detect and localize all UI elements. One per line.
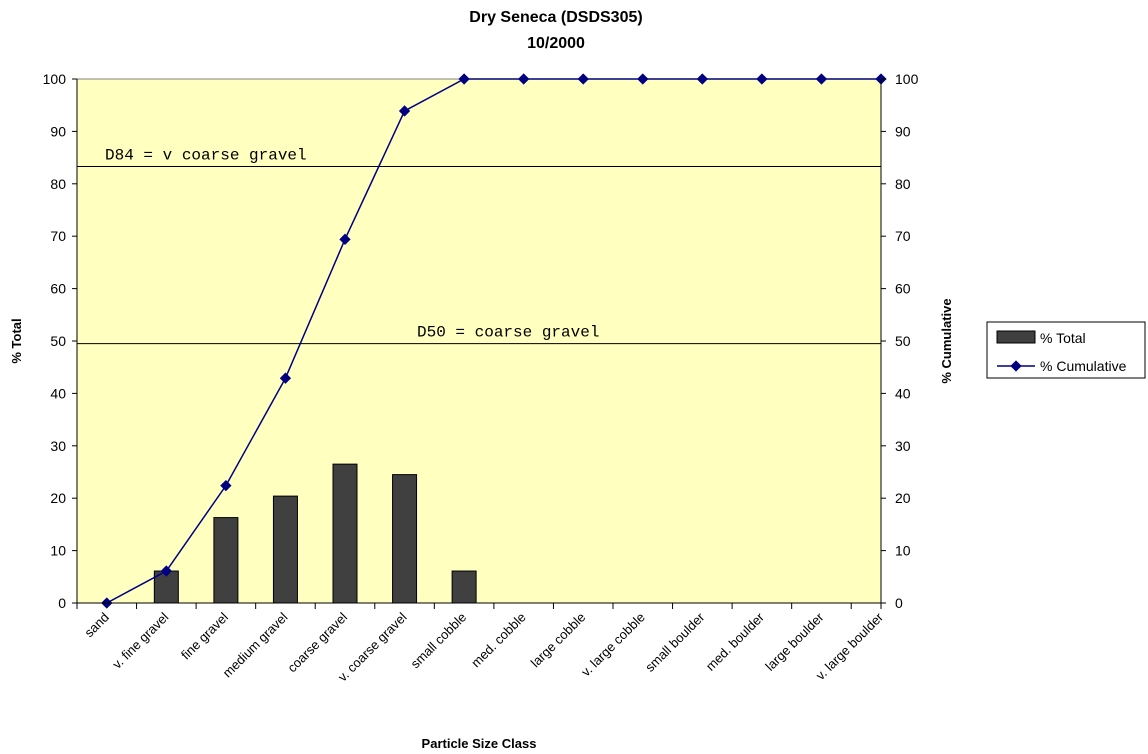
right-axis-title: % Cumulative — [939, 298, 954, 383]
cumulative-point — [279, 372, 292, 384]
bar-fine-gravel — [213, 517, 239, 604]
category-label: small cobble — [408, 610, 470, 672]
legend-label-cumulative: % Cumulative — [1040, 358, 1127, 374]
category-label: large cobble — [528, 610, 589, 671]
cumulative-point — [339, 233, 351, 246]
right-tick-label: 0 — [895, 595, 903, 611]
category-label: large boulder — [762, 609, 827, 674]
right-tick-label: 70 — [895, 228, 911, 244]
chart-title: Dry Seneca (DSDS305) — [469, 9, 642, 26]
legend-marker-cumulative — [1010, 360, 1022, 372]
right-tick-label: 100 — [895, 71, 919, 87]
right-tick-label: 40 — [895, 385, 911, 401]
category-label: v. large cobble — [578, 610, 648, 680]
right-tick-label: 90 — [895, 123, 911, 139]
left-tick-label: 20 — [50, 490, 66, 506]
cumulative-point — [160, 565, 172, 577]
left-tick-label: 0 — [58, 595, 66, 611]
reference-lines: D84 = v coarse gravel D50 = coarse gravel — [77, 147, 881, 345]
cumulative-line — [106, 78, 881, 604]
left-tick-label: 80 — [50, 176, 66, 192]
left-tick-label: 70 — [50, 228, 66, 244]
left-axis-title: % Total — [9, 318, 24, 363]
category-label: fine gravel — [178, 609, 231, 662]
right-tick-label: 20 — [895, 490, 911, 506]
left-tick-label: 50 — [50, 333, 66, 349]
cumulative-point — [220, 479, 232, 492]
bar-medium-gravel — [272, 495, 298, 604]
category-label: med. cobble — [468, 610, 529, 671]
category-label: v. fine gravel — [109, 609, 171, 671]
bar-v-coarse-gravel — [392, 474, 418, 604]
legend: % Total % Cumulative — [986, 321, 1146, 379]
line-series-cumulative — [101, 73, 887, 609]
left-tick-label: 60 — [50, 281, 66, 297]
left-tick-label: 100 — [43, 71, 67, 87]
right-tick-label: 80 — [895, 176, 911, 192]
category-label: small boulder — [642, 609, 708, 675]
category-label: coarse gravel — [284, 609, 350, 675]
bar-series-total — [153, 463, 477, 604]
axis-ticks: 0 0 10 10 20 20 30 30 40 40 50 50 60 60 70 70 80 80 90 90 10… — [43, 71, 919, 611]
bar-small-cobble — [451, 570, 477, 604]
bar-coarse-gravel — [332, 463, 358, 604]
reference-label-1: D50 = coarse gravel — [417, 324, 599, 342]
left-tick-label: 40 — [50, 385, 66, 401]
category-label: med. boulder — [703, 609, 768, 674]
chart-subtitle: 10/2000 — [527, 35, 585, 52]
left-tick-label: 30 — [50, 438, 66, 454]
right-tick-label: 30 — [895, 438, 911, 454]
left-tick-label: 90 — [50, 123, 66, 139]
legend-label-total: % Total — [1040, 330, 1086, 346]
category-label: sand — [81, 610, 112, 641]
right-tick-label: 50 — [895, 333, 911, 349]
reference-label-0: D84 = v coarse gravel — [105, 147, 307, 165]
right-tick-label: 10 — [895, 543, 911, 559]
x-axis-title: Particle Size Class — [422, 736, 537, 751]
right-tick-label: 60 — [895, 281, 911, 297]
left-tick-label: 10 — [50, 543, 66, 559]
legend-swatch-total — [996, 330, 1036, 344]
